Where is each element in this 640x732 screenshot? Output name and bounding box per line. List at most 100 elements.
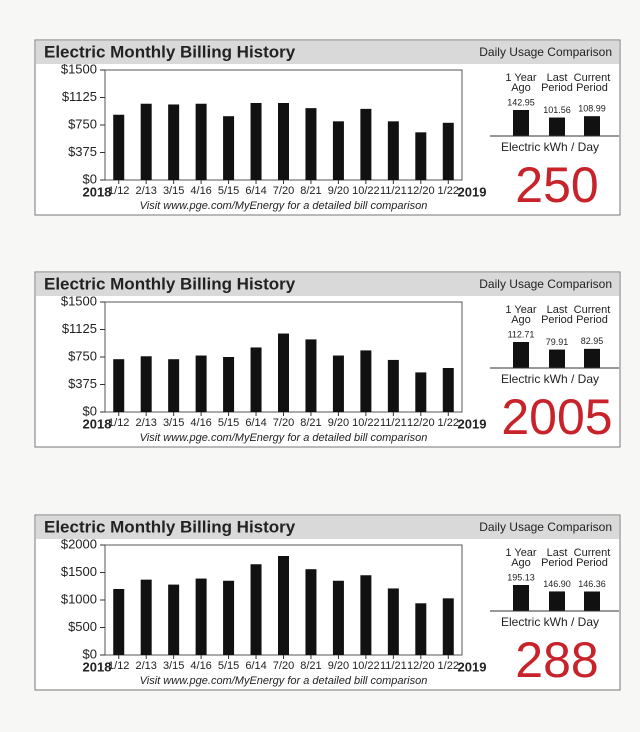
comparison-bar bbox=[549, 591, 565, 611]
x-tick-label: 10/22 bbox=[352, 660, 380, 672]
x-tick-label: 4/16 bbox=[190, 185, 211, 197]
comparison-category: Last Period bbox=[541, 304, 573, 326]
bar bbox=[387, 588, 399, 655]
y-tick-label: $2000 bbox=[61, 536, 97, 551]
bar bbox=[223, 116, 235, 180]
comparison-category: Current Period bbox=[574, 304, 611, 326]
comparison-category: Current Period bbox=[574, 547, 611, 569]
x-tick-label: 9/20 bbox=[328, 185, 349, 197]
bar bbox=[113, 114, 125, 180]
bar bbox=[278, 333, 289, 412]
x-end-label: 2019 bbox=[458, 659, 487, 674]
bar bbox=[360, 350, 372, 412]
bar bbox=[140, 356, 152, 412]
y-tick-label: $1500 bbox=[61, 564, 97, 579]
comparison-title: Daily Usage Comparison bbox=[479, 520, 612, 534]
x-tick-label: 1/12 bbox=[108, 660, 129, 672]
x-tick-label: 5/15 bbox=[218, 417, 239, 429]
x-tick-label: 8/21 bbox=[300, 185, 321, 197]
x-tick-label: 9/20 bbox=[328, 660, 349, 672]
bar bbox=[415, 603, 427, 655]
x-start-label: 2018 bbox=[83, 659, 112, 674]
x-tick-label: 12/20 bbox=[407, 185, 435, 197]
chart-title: Electric Monthly Billing History bbox=[44, 517, 296, 536]
x-tick-label: 7/20 bbox=[273, 417, 294, 429]
x-tick-label: 2/13 bbox=[135, 185, 156, 197]
value-label: 101.56 bbox=[543, 105, 571, 115]
value-label: 108.99 bbox=[578, 104, 606, 114]
bar bbox=[195, 103, 207, 180]
x-tick-label: 8/21 bbox=[300, 417, 321, 429]
comparison-category: Last Period bbox=[541, 547, 573, 569]
y-tick-label: $1500 bbox=[61, 61, 97, 76]
x-tick-label: 7/20 bbox=[273, 660, 294, 672]
x-tick-label: 4/16 bbox=[190, 417, 211, 429]
bar bbox=[442, 122, 454, 180]
handwritten-annotation: 2005 bbox=[501, 389, 612, 445]
bar bbox=[305, 339, 317, 412]
comparison-category: 1 Year Ago bbox=[505, 547, 537, 569]
bar bbox=[360, 108, 372, 180]
bar bbox=[305, 569, 317, 655]
bar bbox=[250, 564, 262, 655]
y-tick-label: $1125 bbox=[62, 321, 97, 336]
x-tick-label: 10/22 bbox=[352, 185, 380, 197]
handwritten-annotation: 250 bbox=[515, 157, 598, 213]
x-tick-label: 7/20 bbox=[273, 185, 294, 197]
x-tick-label: 11/21 bbox=[380, 417, 407, 429]
value-label: 112.71 bbox=[508, 329, 535, 339]
bar bbox=[250, 347, 262, 412]
comparison-x-label: Electric kWh / Day bbox=[501, 140, 599, 154]
x-tick-label: 1/22 bbox=[438, 417, 459, 429]
bar bbox=[168, 359, 180, 412]
bar bbox=[332, 580, 344, 655]
bar bbox=[332, 355, 344, 412]
note: Visit www.pge.com/MyEnergy for a detaile… bbox=[140, 200, 428, 212]
value-label: 146.36 bbox=[578, 579, 606, 589]
x-tick-label: 12/20 bbox=[407, 660, 435, 672]
comparison-bar bbox=[513, 110, 529, 136]
bar bbox=[113, 589, 125, 655]
x-end-label: 2019 bbox=[458, 184, 487, 199]
x-tick-label: 4/16 bbox=[190, 660, 211, 672]
y-tick-label: $1125 bbox=[62, 89, 97, 104]
value-label: 142.95 bbox=[507, 97, 535, 107]
bar bbox=[278, 103, 289, 180]
x-tick-label: 10/22 bbox=[352, 417, 380, 429]
comparison-title: Daily Usage Comparison bbox=[479, 277, 612, 291]
y-tick-label: $750 bbox=[68, 348, 97, 363]
x-end-label: 2019 bbox=[458, 416, 487, 431]
comparison-category: Last Period bbox=[541, 72, 573, 94]
y-tick-label: $500 bbox=[68, 619, 97, 634]
y-tick-label: $0 bbox=[83, 646, 97, 661]
bar bbox=[442, 598, 454, 655]
chart-title: Electric Monthly Billing History bbox=[44, 42, 296, 61]
comparison-bar bbox=[549, 349, 565, 368]
bar bbox=[140, 103, 152, 180]
x-tick-label: 5/15 bbox=[218, 185, 239, 197]
comparison-bar bbox=[584, 116, 600, 136]
note: Visit www.pge.com/MyEnergy for a detaile… bbox=[140, 432, 428, 444]
bar bbox=[113, 359, 125, 412]
comparison-bar bbox=[513, 342, 529, 368]
x-tick-label: 5/15 bbox=[218, 660, 239, 672]
comparison-bar bbox=[584, 591, 600, 611]
value-label: 195.13 bbox=[507, 572, 535, 582]
comparison-category: Current Period bbox=[574, 72, 611, 94]
y-tick-label: $375 bbox=[68, 376, 97, 391]
x-tick-label: 2/13 bbox=[135, 660, 156, 672]
bar bbox=[195, 578, 207, 655]
value-label: 82.95 bbox=[581, 336, 604, 346]
x-tick-label: 9/20 bbox=[328, 417, 349, 429]
x-tick-label: 3/15 bbox=[163, 660, 184, 672]
comparison-title: Daily Usage Comparison bbox=[479, 45, 612, 59]
bar bbox=[250, 103, 262, 180]
x-tick-label: 11/21 bbox=[380, 660, 407, 672]
y-tick-label: $1000 bbox=[61, 591, 97, 606]
x-tick-label: 2/13 bbox=[135, 417, 156, 429]
value-label: 146.90 bbox=[543, 579, 571, 589]
x-tick-label: 6/14 bbox=[245, 185, 266, 197]
x-tick-label: 1/12 bbox=[108, 185, 129, 197]
x-start-label: 2018 bbox=[83, 416, 112, 431]
x-tick-label: 6/14 bbox=[245, 417, 266, 429]
